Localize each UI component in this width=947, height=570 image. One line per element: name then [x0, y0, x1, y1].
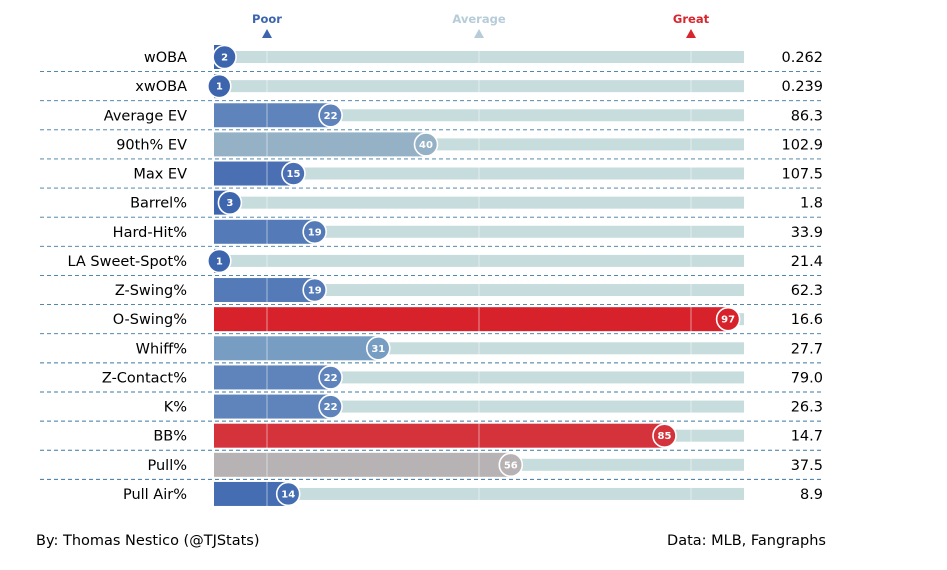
- percentile-badge: [275, 481, 301, 507]
- category-label: xwOBA: [135, 79, 187, 95]
- percentile-label: 31: [371, 344, 385, 355]
- category-label: LA Sweet-Spot%: [67, 254, 187, 270]
- percentile-badge: [318, 365, 343, 390]
- bar: [214, 336, 379, 361]
- percentile-label: 22: [324, 402, 338, 413]
- bar: [214, 423, 665, 448]
- category-label: Max EV: [133, 167, 187, 183]
- bar: [214, 278, 315, 303]
- bar: [214, 481, 289, 506]
- bar: [214, 394, 331, 419]
- category-label: Z-Swing%: [115, 283, 187, 299]
- percentile-badge: [498, 452, 524, 478]
- percentile-label: 56: [504, 460, 518, 471]
- stat-value: 16.6: [791, 312, 823, 328]
- percentile-badge: [652, 423, 677, 448]
- category-label: Barrel%: [130, 196, 187, 212]
- bar: [214, 132, 426, 157]
- percentile-label: 85: [658, 431, 672, 442]
- percentile-badge: [318, 394, 343, 419]
- stat-value: 8.9: [800, 487, 823, 503]
- marker-triangle-poor: [262, 29, 272, 38]
- percentile-label: 3: [226, 198, 233, 209]
- stat-value: 0.239: [781, 79, 823, 95]
- percentile-badge: [207, 248, 232, 274]
- bar: [214, 103, 331, 128]
- stat-value: 21.4: [791, 254, 823, 270]
- category-label: BB%: [153, 429, 187, 445]
- stat-value: 26.3: [791, 400, 823, 416]
- bar: [214, 452, 511, 477]
- percentile-badge: [715, 306, 741, 332]
- percentile-badge: [318, 102, 343, 128]
- category-label: O-Swing%: [113, 312, 187, 328]
- percentile-label: 97: [721, 315, 735, 326]
- percentile-label: 1: [216, 256, 223, 267]
- percentile-label: 15: [287, 169, 301, 180]
- category-label: Average EV: [104, 108, 187, 124]
- percentile-chart: Poor Average Great wOBA 2 0.262 xwOBA 1 0.239 Ave…: [40, 12, 823, 507]
- category-label: Hard-Hit%: [113, 225, 187, 241]
- stat-value: 27.7: [791, 341, 823, 357]
- percentile-badge: [281, 161, 306, 186]
- stat-value: 1.8: [800, 196, 823, 212]
- stat-value: 33.9: [791, 225, 823, 241]
- percentile-badge: [365, 335, 391, 361]
- stat-value: 37.5: [791, 458, 823, 474]
- credit-text: By: Thomas Nestico (@TJStats): [36, 533, 260, 549]
- stat-value: 86.3: [791, 108, 823, 124]
- bar: [214, 307, 729, 332]
- percentile-label: 40: [419, 140, 433, 151]
- stat-value: 102.9: [781, 137, 823, 153]
- percentile-label: 14: [281, 489, 295, 500]
- marker-label-average: Average: [452, 12, 505, 26]
- percentile-label: 19: [308, 227, 322, 238]
- marker-label-great: Great: [673, 12, 710, 26]
- stat-value: 0.262: [781, 50, 823, 66]
- percentile-badge: [217, 190, 243, 215]
- percentile-badge: [302, 277, 328, 303]
- stat-value: 79.0: [791, 370, 823, 386]
- bar: [214, 161, 294, 186]
- category-label: K%: [164, 400, 187, 416]
- category-label: Z-Contact%: [102, 370, 187, 386]
- percentile-label: 2: [221, 53, 228, 64]
- category-label: Whiff%: [136, 341, 187, 357]
- stat-value: 14.7: [791, 429, 823, 445]
- marker-triangle-average: [474, 29, 484, 38]
- percentile-badge: [413, 132, 439, 157]
- percentile-badge: [207, 73, 232, 99]
- category-label: wOBA: [144, 50, 187, 66]
- bar: [214, 219, 315, 244]
- percentile-badge: [212, 44, 237, 70]
- category-label: Pull Air%: [123, 487, 187, 503]
- percentile-label: 22: [324, 373, 338, 384]
- category-label: 90th% EV: [116, 137, 187, 153]
- percentile-label: 1: [216, 82, 223, 93]
- stat-value: 107.5: [781, 167, 823, 183]
- percentile-badge: [302, 219, 328, 245]
- percentile-label: 22: [324, 111, 338, 122]
- data-source-text: Data: MLB, Fangraphs: [667, 533, 826, 549]
- stat-value: 62.3: [791, 283, 823, 299]
- marker-label-poor: Poor: [252, 12, 282, 26]
- bar: [214, 365, 331, 390]
- percentile-label: 19: [308, 286, 322, 297]
- marker-triangle-great: [686, 29, 696, 38]
- category-label: Pull%: [147, 458, 187, 474]
